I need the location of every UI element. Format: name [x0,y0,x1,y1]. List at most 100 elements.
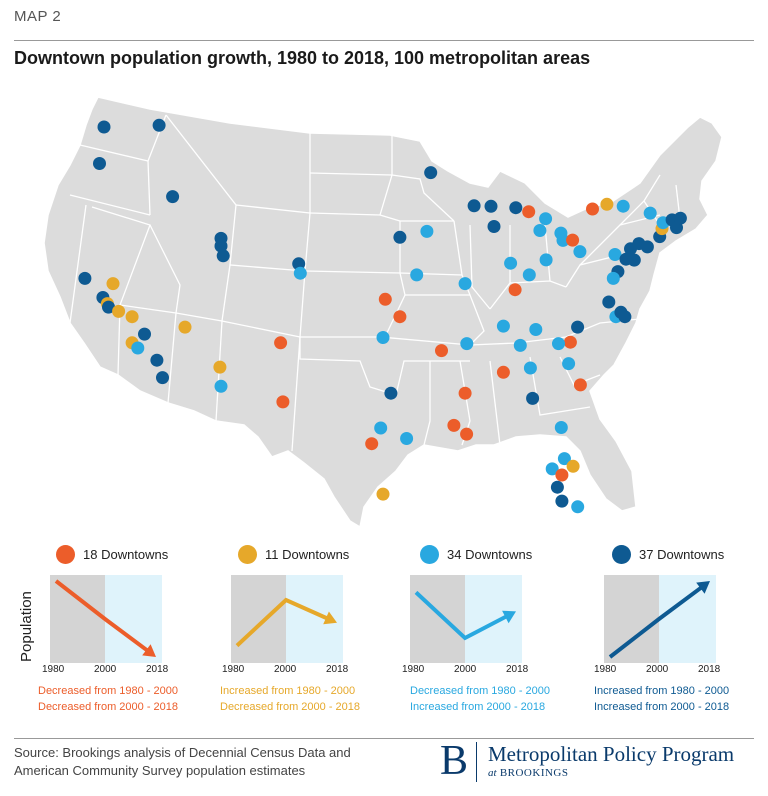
population-axis-label: Population [18,591,35,662]
metro-dot-orange [435,344,448,358]
legend-yellow-line2: Decreased from 2000 - 2018 [220,701,361,713]
legend-yellow: 11 Downtowns 1980 2000 2018 Increased fr… [198,545,360,745]
metro-dot-dark-blue [640,240,654,254]
metro-dots [78,118,687,514]
legend-light-blue-shade [410,575,465,663]
legend-light-blue-trend [414,590,510,641]
metro-dot-light-blue [545,462,559,476]
legend-orange-line1: Decreased from 1980 - 2000 [38,685,179,697]
metro-dot-yellow [106,277,120,291]
legend-light-blue-line2: Increased from 2000 - 2018 [410,701,546,713]
x-tick-1980: 1980 [42,664,65,675]
metro-dot-light-blue [400,432,414,445]
metro-dot-orange [496,365,510,379]
metro-dot-light-blue [496,319,510,333]
metro-dot-light-blue [556,233,570,247]
legend-orange-line2: Decreased from 2000 - 2018 [38,701,179,713]
metro-dot-orange [276,395,290,409]
legend-dark-blue: 37 Downtowns 1980 2000 2018 Increased fr… [566,545,729,745]
legend-orange: 18 Downtowns 1980 2000 2018 Decreased fr… [20,545,180,745]
metro-dot-orange [586,202,599,216]
metro-dot-light-blue [504,256,518,270]
map-title: Downtown population growth, 1980 to 2018… [14,48,591,68]
metro-dot-light-blue [513,338,527,352]
legend-dark-blue-chart [604,575,716,663]
legend-yellow-count: 11 Downtowns [265,547,350,562]
legend-light-blue-line1: Decreased from 1980 - 2000 [410,685,551,697]
metro-dot-dark-blue [484,199,498,213]
x-tick-1980: 1980 [222,664,245,675]
logo-subtitle: at BROOKINGS [488,767,569,779]
metro-dot-orange [393,310,407,324]
metro-dot-light-blue [293,266,307,280]
legend-orange-shade [50,575,105,663]
metro-dot-dark-blue [424,166,438,180]
legend-yellow-shade [231,575,286,663]
metro-dot-orange [447,418,461,432]
legend-light-blue: 34 Downtowns 1980 2000 2018 Decreased fr… [376,545,550,745]
legend-light-blue-head: 34 Downtowns [420,545,532,564]
metro-dot-yellow [178,320,192,334]
legend-light-blue-arrow [502,610,516,624]
metro-dot-light-blue [460,337,474,351]
legend-orange-arrow [142,644,156,657]
metro-dot-dark-blue [526,391,540,405]
legend-orange-highlight [105,575,162,663]
metro-dot-dark-blue [216,249,230,263]
metro-dot-light-blue [562,357,576,371]
legend-dark-blue-count: 37 Downtowns [639,547,725,562]
metro-dot-orange [566,233,580,247]
legend-yellow-head: 11 Downtowns [238,545,349,564]
metro-dot-orange [522,205,536,219]
metro-dot-dark-blue [97,120,111,134]
metro-dot-light-blue [643,206,657,220]
x-tick-2018: 2018 [146,664,169,675]
legend-light-blue-count: 34 Downtowns [447,547,533,562]
legend-yellow-trend [235,597,331,648]
legend-yellow-highlight [286,575,343,663]
x-tick-2018: 2018 [326,664,349,675]
metro-dot-light-blue [529,323,543,336]
metro-dot-light-blue [420,224,434,238]
metro-dot-yellow [125,310,139,324]
x-tick-1980: 1980 [594,664,617,675]
metro-dot-light-blue [608,248,622,261]
logo-title: Metropolitan Policy Program [488,742,735,766]
metro-dot-orange [555,468,569,482]
metro-dot-light-blue [552,337,565,351]
metro-dot-yellow [600,197,614,211]
metro-dot-orange [563,335,577,349]
legend-yellow-desc: Increased from 1980 - 2000 Decreased fro… [220,683,390,715]
legend-light-blue-dot [420,545,439,564]
x-tick-1980: 1980 [402,664,425,675]
logo-sub-prefix: at [488,767,497,779]
map-label: MAP 2 [14,8,62,25]
legend-dark-blue-head: 37 Downtowns [612,545,724,564]
top-divider [14,40,754,41]
legend-yellow-chart [231,575,343,663]
logo-sub-name: BROOKINGS [499,767,569,779]
legend-yellow-arrow [323,611,337,625]
legend-orange-count: 18 Downtowns [83,547,169,562]
legend-dark-blue-arrow [696,581,710,594]
legend-light-blue-desc: Decreased from 1980 - 2000 Increased fro… [410,683,580,715]
x-tick-2000: 2000 [454,664,477,675]
x-tick-2000: 2000 [646,664,669,675]
metro-dot-dark-blue [93,157,106,170]
legend-dark-blue-highlight [659,575,716,663]
metro-dot-dark-blue [571,320,585,334]
source-line-1: Source: Brookings analysis of Decennial … [14,745,351,760]
metro-dot-dark-blue [627,253,641,267]
metro-dot-yellow [566,459,580,473]
logo-divider [476,742,477,782]
metro-dot-dark-blue [602,295,616,309]
metro-dot-yellow [112,304,126,318]
us-map [43,96,723,529]
metro-dot-dark-blue [555,494,569,508]
metro-dot-dark-blue [467,199,481,213]
legend-dark-blue-line1: Increased from 1980 - 2000 [594,685,730,697]
metro-dot-dark-blue [156,371,169,385]
metro-dot-dark-blue [138,327,151,341]
metro-dot-orange [573,378,587,392]
legend-orange-dot [56,545,75,564]
